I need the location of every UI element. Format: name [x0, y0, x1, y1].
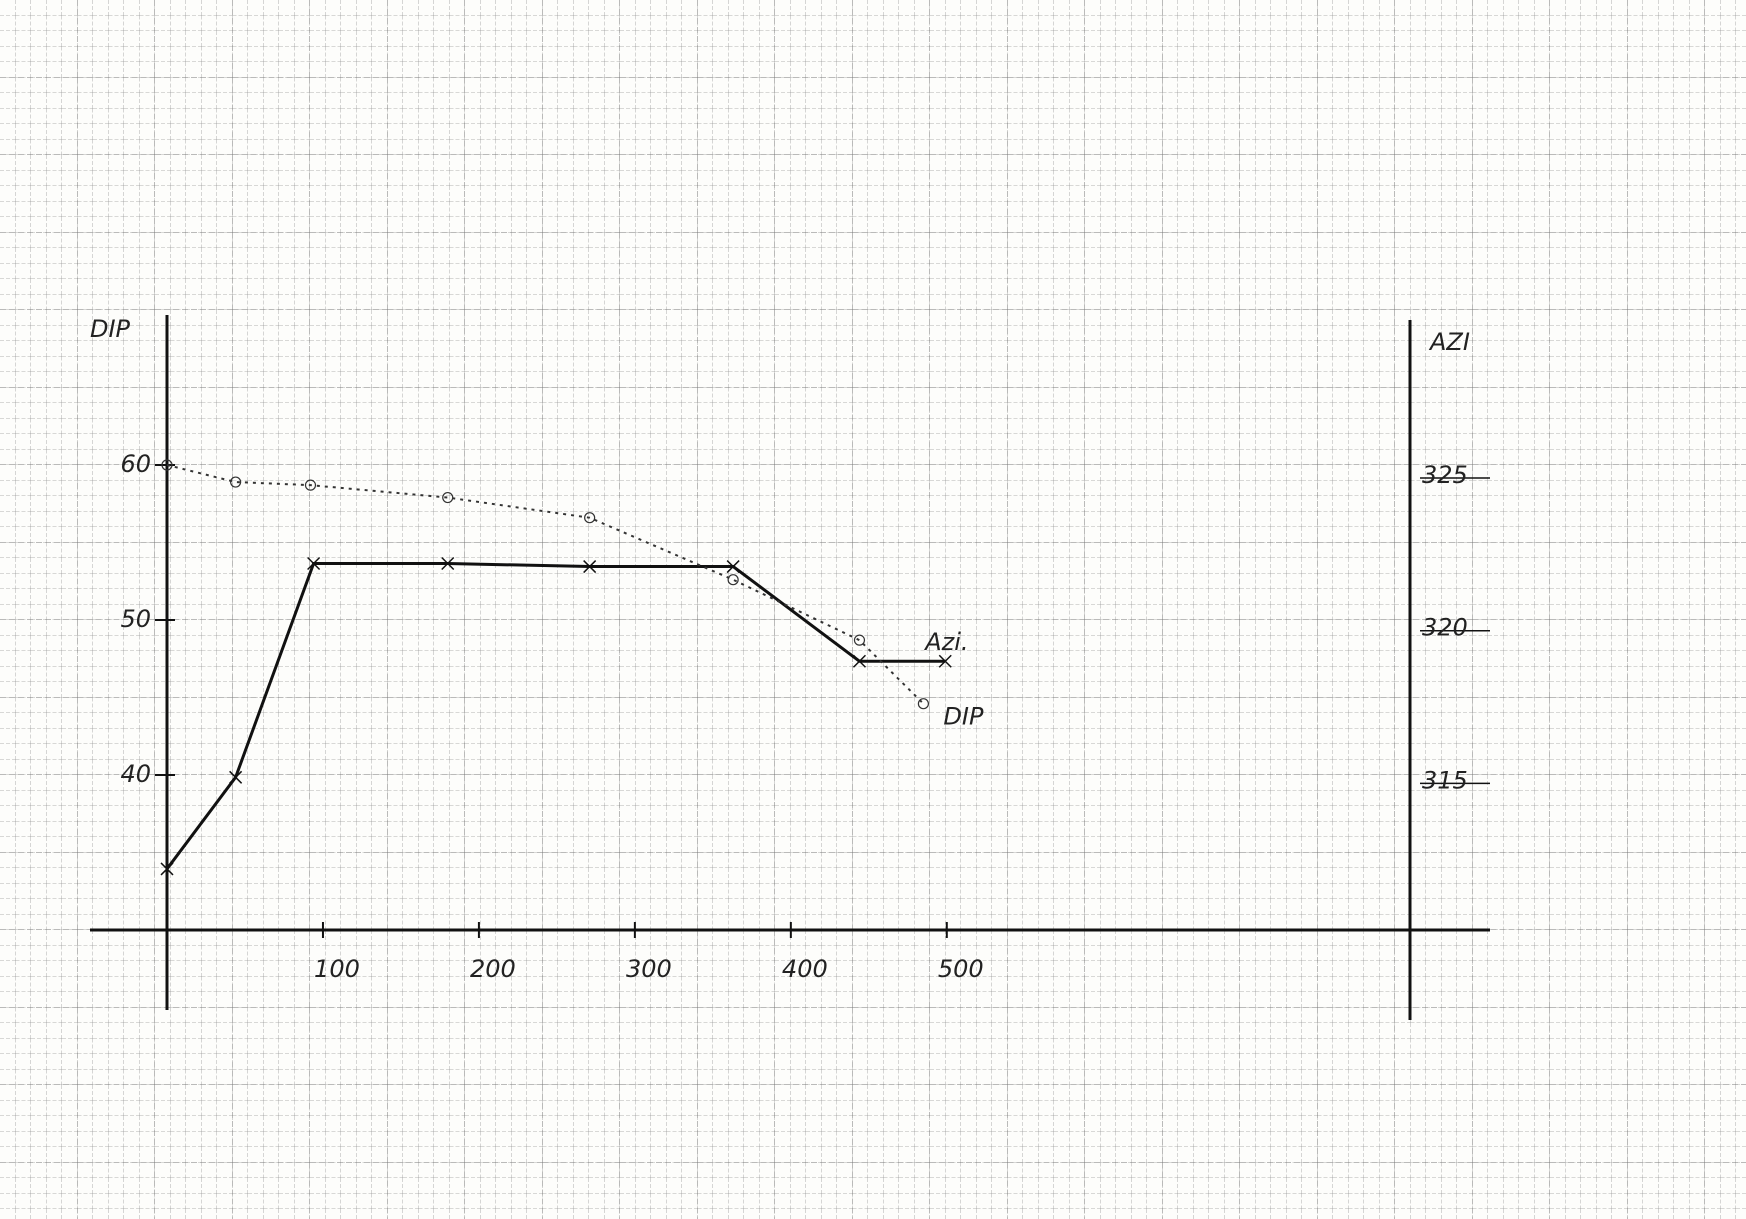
- marker: [230, 476, 242, 488]
- series-line: [165, 561, 946, 870]
- marker: [853, 634, 866, 646]
- y2-tick-label: 325: [1422, 461, 1468, 489]
- x-tick-label: 400: [782, 955, 828, 983]
- x-tick-label: 300: [626, 955, 672, 983]
- y-tick-label: 50: [120, 605, 151, 633]
- series-label: Azi.: [923, 628, 968, 656]
- y2-axis-label: AZI: [1428, 328, 1470, 356]
- y-tick-label: 40: [120, 760, 151, 788]
- marker: [161, 459, 173, 471]
- marker: [441, 556, 455, 571]
- marker: [307, 556, 321, 571]
- x-tick-label: 200: [470, 955, 516, 983]
- marker: [442, 491, 454, 504]
- marker: [229, 770, 243, 784]
- x-tick-label: 500: [938, 955, 984, 983]
- marker: [304, 479, 317, 491]
- marker: [583, 560, 597, 574]
- y2-tick-label: 320: [1422, 614, 1468, 642]
- marker: [160, 862, 174, 876]
- y2-tick-label: 315: [1422, 766, 1468, 794]
- marker: [727, 574, 739, 586]
- marker: [726, 560, 740, 574]
- marker: [852, 654, 866, 668]
- x-tick-label: 100: [314, 955, 360, 983]
- marker: [938, 654, 952, 668]
- y-tick-label: 60: [120, 450, 151, 478]
- y-axis-label: DIP: [90, 315, 131, 343]
- marker: [584, 512, 596, 524]
- series-label: DIP: [943, 703, 984, 731]
- marker: [917, 698, 930, 710]
